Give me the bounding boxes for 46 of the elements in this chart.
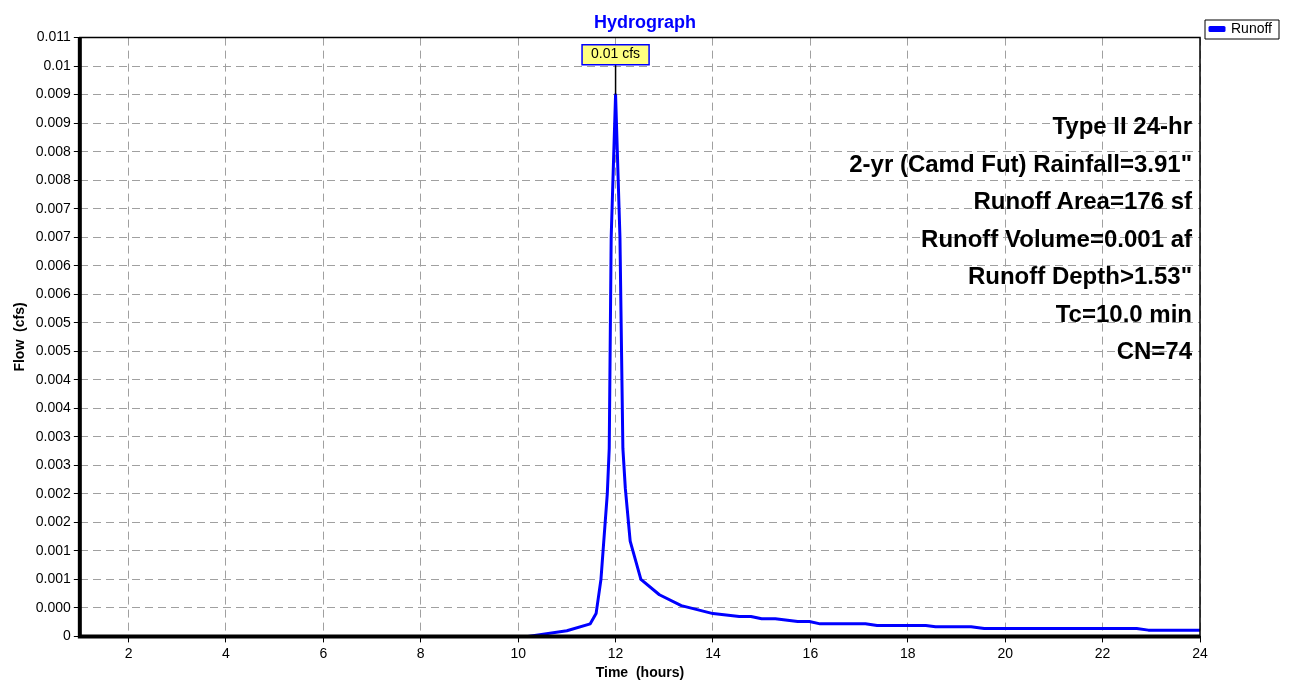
y-tick-label: 0.001 xyxy=(35,570,72,587)
y-tick-label: 0 xyxy=(63,627,72,644)
y-tick-label: 0.003 xyxy=(35,456,72,473)
annotation: Type II 24-hr xyxy=(1052,112,1192,140)
y-tick-label: 0.002 xyxy=(35,484,72,501)
annotation: Runoff Area=176 sf xyxy=(973,187,1193,215)
x-tick-label: 20 xyxy=(997,644,1014,661)
y-tick-label: 0.005 xyxy=(35,342,72,359)
x-tick-label: 4 xyxy=(222,644,231,661)
x-tick-label: 6 xyxy=(319,644,328,661)
x-tick-label: 18 xyxy=(900,644,916,661)
x-tick-label: 16 xyxy=(802,644,819,661)
annotation: 0.01 cfs xyxy=(591,45,641,62)
y-tick-label: 0.000 xyxy=(35,598,72,615)
annotation: 2-yr (Camd Fut) Rainfall=3.91" xyxy=(849,149,1192,177)
y-tick-label: 0.001 xyxy=(35,541,72,558)
y-tick-label: 0.003 xyxy=(35,427,72,444)
y-tick-label: 0.007 xyxy=(35,228,72,245)
annotation: Tc=10.0 min xyxy=(1055,299,1192,327)
annotation: Runoff Depth>1.53" xyxy=(967,262,1192,290)
y-tick-label: 0.004 xyxy=(35,399,72,416)
y-tick-label: 0.007 xyxy=(35,199,72,216)
x-tick-label: 8 xyxy=(416,644,425,661)
y-tick-label: 0.011 xyxy=(36,28,72,45)
y-tick-label: 0.008 xyxy=(35,142,72,159)
x-tick-label: 24 xyxy=(1192,644,1208,661)
x-tick-label: 2 xyxy=(124,644,133,661)
x-tick-label: 14 xyxy=(705,644,721,661)
y-tick-label: 0.004 xyxy=(35,370,72,387)
annotation: Runoff Volume=0.001 af xyxy=(921,224,1194,252)
legend-label: Runoff xyxy=(1231,19,1273,36)
x-tick-label: 12 xyxy=(607,644,624,661)
y-tick-label: 0.009 xyxy=(35,85,72,102)
x-tick-label: 10 xyxy=(510,644,527,661)
y-axis-title: Flow (cfs) xyxy=(11,302,28,372)
x-tick-label: 22 xyxy=(1094,644,1111,661)
y-tick-label: 0.002 xyxy=(35,513,72,530)
x-axis-title: Time (hours) xyxy=(595,664,685,681)
annotation: CN=74 xyxy=(1116,337,1193,365)
y-tick-label: 0.005 xyxy=(35,313,72,330)
y-tick-label: 0.009 xyxy=(35,114,72,130)
y-tick-label: 0.006 xyxy=(35,285,72,302)
y-tick-label: 0.01 xyxy=(43,56,72,73)
y-tick-label: 0.008 xyxy=(35,171,72,188)
chart-title: Hydrograph xyxy=(593,11,697,32)
y-tick-label: 0.006 xyxy=(35,256,72,273)
